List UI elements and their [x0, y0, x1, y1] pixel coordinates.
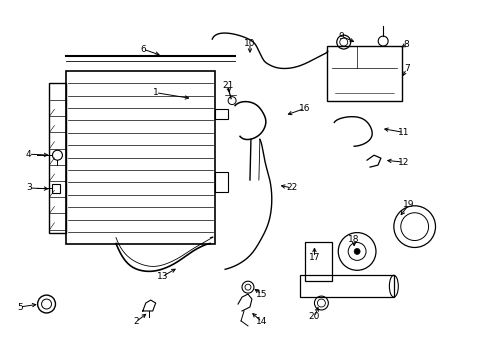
Text: 10: 10 — [244, 39, 255, 48]
Circle shape — [353, 248, 359, 255]
Text: 2: 2 — [133, 318, 139, 327]
Bar — [304, 242, 332, 281]
Text: 3: 3 — [26, 184, 32, 193]
Text: 5: 5 — [17, 302, 22, 311]
Text: 15: 15 — [256, 289, 267, 298]
Text: 6: 6 — [140, 45, 145, 54]
Text: 8: 8 — [403, 40, 409, 49]
Text: 16: 16 — [298, 104, 310, 113]
Text: 18: 18 — [347, 235, 359, 244]
Bar — [48, 83, 66, 233]
Text: 22: 22 — [285, 184, 297, 193]
Text: 13: 13 — [157, 272, 168, 281]
Text: 20: 20 — [308, 312, 320, 321]
Text: 17: 17 — [308, 253, 320, 262]
Bar — [299, 275, 393, 297]
Text: 14: 14 — [256, 318, 267, 327]
Text: 7: 7 — [403, 64, 409, 73]
Text: 21: 21 — [222, 81, 233, 90]
Text: 19: 19 — [402, 200, 414, 209]
Text: 11: 11 — [397, 128, 408, 137]
Bar — [51, 184, 61, 193]
Text: 12: 12 — [397, 158, 408, 167]
Text: 9: 9 — [338, 32, 344, 41]
Bar — [326, 46, 401, 100]
Text: 1: 1 — [153, 88, 158, 97]
Text: 4: 4 — [26, 150, 31, 159]
Bar — [66, 71, 215, 244]
